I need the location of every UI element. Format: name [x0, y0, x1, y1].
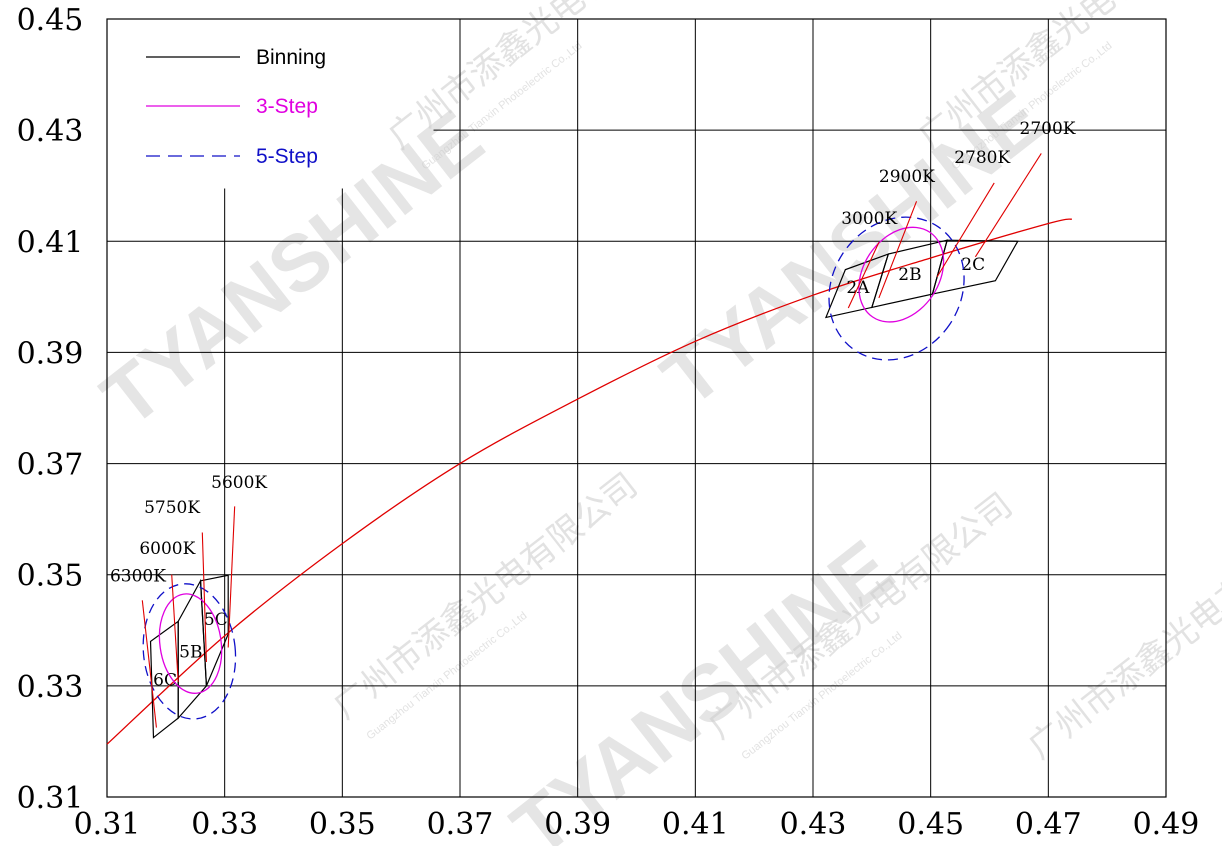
blackbody-locus: [106, 218, 1072, 745]
cct-leader-line: [878, 201, 918, 299]
cct-label: 6300K: [110, 566, 166, 586]
bins: 6C5B5C2A2B2C: [149, 239, 1019, 739]
bin-2c: [931, 239, 1019, 295]
x-tick-label: 0.43: [780, 807, 847, 842]
legend-label: 5-Step: [256, 145, 318, 168]
bin-label: 2C: [961, 255, 985, 275]
x-tick-label: 0.45: [897, 807, 964, 842]
x-tick-label: 0.31: [74, 807, 141, 842]
cct-leader-line: [141, 600, 157, 728]
cct-label: 5750K: [144, 498, 200, 518]
y-tick-label: 0.35: [17, 559, 84, 594]
cct-leader-line: [936, 182, 995, 278]
x-tick-label: 0.41: [662, 807, 729, 842]
cct-leader-line: [227, 506, 236, 648]
y-tick-label: 0.31: [17, 781, 84, 816]
x-tick-label: 0.37: [427, 807, 494, 842]
cct-label: 2700K: [1020, 119, 1076, 139]
cct-annotations: 6300K 6000K 5750K 5600K 3000K 2900K 2780K 2700K: [110, 119, 1076, 728]
y-tick-label: 0.37: [17, 448, 84, 483]
watermark-cn-3: 广州市添鑫光电有限公司: [327, 466, 645, 726]
x-tick-label: 0.49: [1133, 807, 1200, 842]
ellipse-5step: [142, 583, 237, 720]
locus-line: [106, 218, 1072, 745]
cct-label: 6000K: [139, 539, 195, 559]
y-tick-label: 0.45: [17, 3, 84, 38]
plot-frame: [106, 18, 1167, 798]
y-tick-label: 0.33: [17, 670, 84, 705]
y-tick-label: 0.41: [17, 225, 84, 260]
cct-leader-line: [201, 532, 207, 662]
x-tick-label: 0.33: [191, 807, 258, 842]
bin-label: 6C: [153, 671, 177, 691]
x-tick-label: 0.39: [544, 807, 611, 842]
legend-label: Binning: [256, 46, 326, 69]
cct-label: 2780K: [954, 148, 1010, 168]
bin-label: 2B: [898, 265, 921, 285]
x-tick-label: 0.47: [1015, 807, 1082, 842]
legend-label: 3-Step: [256, 95, 318, 118]
watermark-cn-5: 广州市添鑫光电有限公司: [1022, 506, 1222, 766]
cct-leader-line: [171, 574, 179, 683]
ellipse-3step: [858, 226, 945, 323]
macadam-ellipses: [142, 216, 965, 720]
bin-5c: [199, 574, 229, 687]
grid: [106, 18, 1167, 798]
ellipse-5step: [828, 216, 965, 361]
y-tick-label: 0.39: [17, 336, 84, 371]
ellipse-3step: [158, 593, 223, 694]
cct-leader-line: [847, 242, 880, 309]
cct-leader-line: [974, 153, 1042, 258]
cct-label: 3000K: [841, 209, 897, 229]
cct-label: 2900K: [879, 167, 935, 187]
x-tick-label: 0.35: [309, 807, 376, 842]
y-tick-label: 0.43: [17, 114, 84, 149]
cct-label: 5600K: [211, 473, 267, 493]
legend: Binning 3-Step 5-Step: [146, 46, 326, 168]
tick-labels: 0.31 0.33 0.35 0.37 0.39 0.41 0.43 0.45 0.47 0.49…: [17, 3, 1200, 842]
bin-label: 2A: [846, 278, 870, 298]
bin-label: 5B: [179, 643, 202, 663]
